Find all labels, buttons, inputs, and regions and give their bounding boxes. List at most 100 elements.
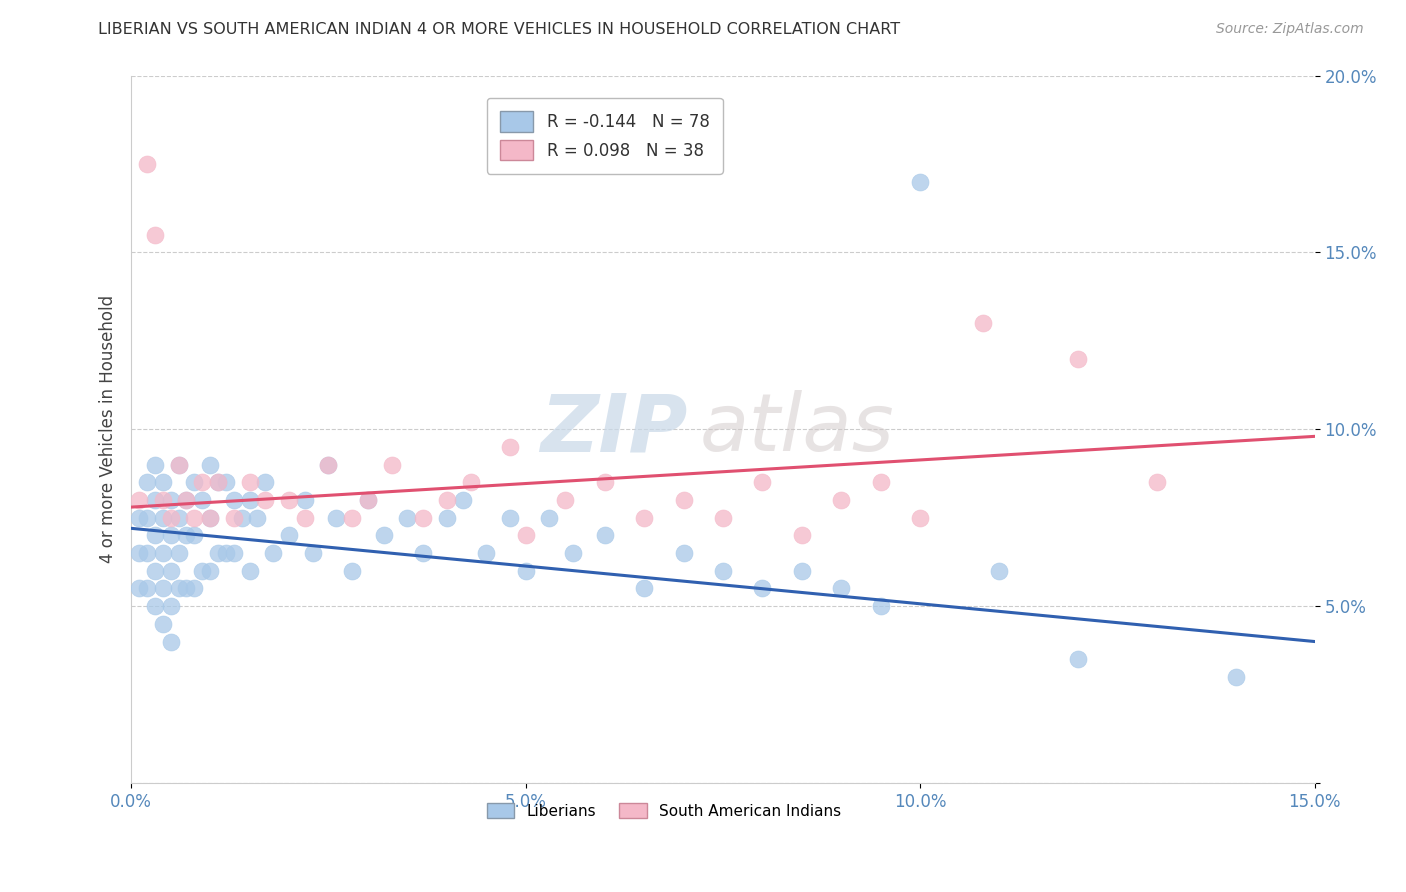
Point [869,475,891,490]
Legend: Liberians, South American Indians: Liberians, South American Indians [481,797,846,825]
Point [633,510,655,524]
Text: LIBERIAN VS SOUTH AMERICAN INDIAN 4 OR MORE VEHICLES IN HOUSEHOLD CORRELATION CH: LIBERIAN VS SOUTH AMERICAN INDIAN 4 OR M… [98,22,901,37]
Point [215,475,238,490]
Point [262,546,284,560]
Point [191,564,214,578]
Point [318,458,340,472]
Point [972,316,994,330]
Point [231,510,253,524]
Point [183,475,205,490]
Point [460,475,482,490]
Point [357,493,380,508]
Point [143,599,166,614]
Point [412,546,434,560]
Point [711,510,734,524]
Point [152,582,174,596]
Point [183,510,205,524]
Text: ZIP: ZIP [540,391,688,468]
Point [515,564,537,578]
Point [136,157,159,171]
Point [143,227,166,242]
Point [128,510,150,524]
Point [222,493,245,508]
Point [167,458,190,472]
Point [672,493,695,508]
Point [176,493,198,508]
Point [183,582,205,596]
Point [159,564,181,578]
Point [143,493,166,508]
Point [159,634,181,648]
Point [136,475,159,490]
Point [207,475,229,490]
Point [475,546,498,560]
Point [152,546,174,560]
Point [593,528,616,542]
Point [128,582,150,596]
Point [396,510,419,524]
Point [340,510,363,524]
Point [436,493,458,508]
Point [167,510,190,524]
Point [562,546,585,560]
Point [167,546,190,560]
Text: atlas: atlas [699,391,894,468]
Point [152,475,174,490]
Point [128,546,150,560]
Point [790,564,813,578]
Point [191,475,214,490]
Point [830,493,852,508]
Point [198,510,221,524]
Point [128,493,150,508]
Point [790,528,813,542]
Point [294,510,316,524]
Point [830,582,852,596]
Point [176,528,198,542]
Point [988,564,1011,578]
Point [207,475,229,490]
Point [152,510,174,524]
Point [143,458,166,472]
Point [301,546,323,560]
Point [751,582,773,596]
Point [167,458,190,472]
Point [294,493,316,508]
Point [254,493,277,508]
Point [381,458,404,472]
Point [198,510,221,524]
Point [207,546,229,560]
Point [1146,475,1168,490]
Point [373,528,395,542]
Point [357,493,380,508]
Point [751,475,773,490]
Point [159,510,181,524]
Point [554,493,576,508]
Point [910,510,932,524]
Point [215,546,238,560]
Point [1225,670,1247,684]
Point [152,616,174,631]
Point [136,546,159,560]
Point [910,175,932,189]
Point [325,510,347,524]
Point [593,475,616,490]
Text: Source: ZipAtlas.com: Source: ZipAtlas.com [1216,22,1364,37]
Point [198,458,221,472]
Point [222,546,245,560]
Point [239,493,262,508]
Point [198,564,221,578]
Point [143,564,166,578]
Point [515,528,537,542]
Point [246,510,269,524]
Point [159,528,181,542]
Point [1067,351,1090,366]
Point [340,564,363,578]
Point [538,510,561,524]
Point [1067,652,1090,666]
Point [451,493,474,508]
Point [222,510,245,524]
Point [167,582,190,596]
Point [254,475,277,490]
Point [159,493,181,508]
Point [499,440,522,454]
